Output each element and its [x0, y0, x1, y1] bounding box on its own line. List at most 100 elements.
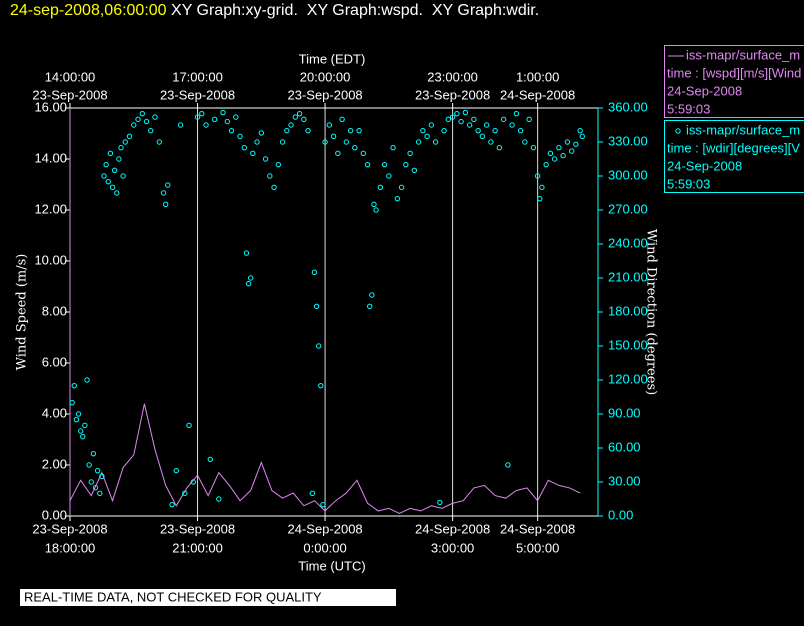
y-tick-label: 4.00 [42, 405, 67, 420]
wind-direction-point [173, 467, 179, 474]
wind-direction-point [109, 184, 116, 191]
wind-direction-point [194, 114, 201, 120]
wind-direction-point [99, 473, 105, 480]
wind-direction-point [556, 144, 562, 151]
footer: REAL-TIME DATA, NOT CHECKED FOR QUALITY [24, 589, 322, 604]
wind-direction-point [77, 428, 84, 434]
wind-direction-point [92, 484, 99, 491]
wind-direction-point [88, 479, 94, 485]
x-tick-label: 23-Sep-2008 [32, 521, 107, 536]
y-tick-label: 16.00 [34, 99, 67, 114]
legend-detail: time : [wdir][degrees][V [667, 140, 800, 155]
wind-direction-point [73, 416, 80, 423]
wind-direction-point [165, 182, 171, 188]
x2-tick-label: 23:00:00 [427, 69, 478, 84]
wind-direction-point [318, 382, 324, 389]
wind-direction-point [258, 130, 265, 136]
wind-direction-point [254, 139, 260, 145]
wind-direction-point [339, 116, 345, 123]
wind-direction-point [262, 156, 269, 162]
wind-direction-point [367, 303, 373, 310]
wind-direction-point [177, 122, 184, 128]
wind-direction-point [211, 116, 218, 123]
legend-box [664, 120, 804, 193]
wind-direction-point [296, 110, 303, 117]
wind-direction-point [84, 377, 90, 383]
wind-direction-point [90, 450, 97, 457]
wind-direction-point [517, 127, 524, 134]
footer-box [20, 589, 396, 606]
wind-direction-point [403, 161, 409, 168]
wind-direction-point [432, 139, 439, 145]
wind-direction-point [126, 133, 133, 140]
wind-direction-point [492, 127, 498, 134]
wind-direction-point [311, 269, 318, 276]
wind-direction-point [466, 122, 473, 128]
wind-direction-point [216, 496, 222, 502]
y-tick-label: 0.00 [42, 507, 67, 522]
y2-tick-label: 180.00 [608, 303, 648, 318]
wind-direction-point [551, 156, 558, 162]
y-tick-label: 2.00 [42, 456, 67, 471]
x2-tick-label: 1:00:00 [516, 69, 559, 84]
x-tick-label: 23-Sep-2008 [160, 521, 235, 536]
wind-direction-point [522, 139, 528, 145]
wind-direction-point [275, 161, 282, 168]
y2-tick-label: 240.00 [608, 235, 648, 250]
wind-direction-point [114, 190, 120, 196]
wind-direction-point [160, 190, 167, 196]
wind-direction-point [284, 127, 290, 134]
y-tick-label: 8.00 [42, 303, 67, 318]
wind-direction-point [537, 195, 543, 202]
wind-direction-point [386, 173, 392, 179]
wind-direction-point [107, 150, 114, 157]
x2-tick-label: 17:00:00 [172, 69, 223, 84]
wind-direction-point [390, 144, 396, 151]
wind-direction-point [488, 139, 494, 145]
wind-direction-point [449, 114, 456, 120]
x2-tick-label: 14:00:00 [45, 69, 96, 84]
wind-direction-point [411, 167, 418, 174]
wind-direction-point [560, 152, 566, 159]
y2-tick-label: 120.00 [608, 371, 648, 386]
wind-direction-point [326, 122, 333, 128]
wind-direction-point [82, 422, 88, 429]
x-tick-label: 24-Sep-2008 [287, 521, 362, 536]
legend-detail: 5:59:03 [667, 101, 710, 116]
y2-tick-label: 0.00 [608, 507, 633, 522]
wind-direction-point [579, 133, 585, 140]
wind-direction-point [534, 173, 541, 179]
wind-direction-point [156, 139, 162, 145]
wind-direction-point [71, 382, 77, 389]
wind-direction-point [352, 144, 358, 151]
wind-direction-point [220, 109, 226, 116]
wind-direction-point [279, 139, 286, 145]
wind-direction-point [131, 122, 137, 128]
y2-axis-title: Wind Direction (degrees) [644, 229, 659, 395]
x2-tick-label: 23-Sep-2008 [32, 87, 107, 102]
y-tick-label: 6.00 [42, 354, 67, 369]
wind-direction-point [86, 462, 92, 468]
wind-direction-point [169, 501, 175, 508]
wind-direction-point [111, 167, 118, 174]
wind-direction-point [203, 122, 209, 128]
x2-tick-label: 23-Sep-2008 [160, 87, 235, 102]
legend-detail: 24-Sep-2008 [667, 158, 742, 173]
wind-direction-point [454, 110, 460, 117]
wind-direction-point [371, 201, 377, 208]
wind-direction-point [250, 150, 256, 157]
wind-direction-point [526, 116, 532, 123]
wind-direction-point [116, 156, 122, 162]
wind-direction-point [347, 127, 354, 134]
wind-direction-point [288, 122, 294, 128]
wind-direction-point [543, 161, 549, 168]
x-tick-label: 3:00:00 [431, 540, 474, 555]
wind-direction-point [564, 139, 571, 145]
wind-direction-point [320, 501, 326, 508]
wind-direction-point [292, 114, 299, 120]
legend-box [664, 45, 804, 118]
wind-direction-point [224, 118, 230, 125]
wind-direction-point [105, 178, 111, 185]
